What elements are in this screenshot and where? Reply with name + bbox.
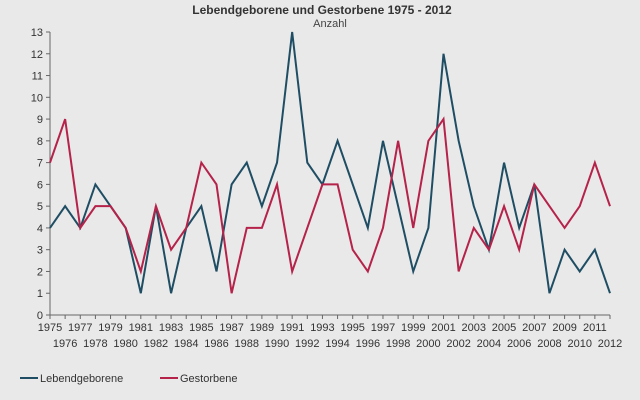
x-tick-label: 1989: [250, 322, 274, 334]
x-tick-label: 1984: [174, 338, 198, 350]
chart-title: Lebendgeborene und Gestorbene 1975 - 201…: [192, 3, 452, 17]
y-tick-label: 1: [37, 288, 43, 300]
series-line-gestorbene: [49, 116, 611, 294]
x-tick-label: 2003: [462, 322, 486, 334]
y-tick-label: 8: [37, 136, 43, 148]
x-tick-label: 2007: [522, 322, 546, 334]
x-tick-label: 1999: [401, 322, 425, 334]
x-tick-label: 1994: [325, 338, 349, 350]
x-tick-label: 1975: [38, 322, 62, 334]
x-tick-label: 1978: [83, 338, 107, 350]
x-tick-label: 1985: [189, 322, 213, 334]
x-tick-label: 2008: [537, 338, 561, 350]
x-tick-label: 2000: [416, 338, 440, 350]
x-tick-label: 1981: [129, 322, 153, 334]
axes: [49, 32, 610, 316]
x-tick-label: 1988: [235, 338, 259, 350]
x-tick-label: 2001: [431, 322, 455, 334]
y-tick-label: 2: [37, 266, 43, 278]
y-tick-label: 7: [37, 158, 43, 170]
x-tick-label: 2010: [567, 338, 591, 350]
y-tick-label: 9: [37, 114, 43, 126]
x-tick-label: 1979: [98, 322, 122, 334]
legend-label-gestorbene: Gestorbene: [180, 373, 237, 385]
x-tick-label: 1976: [53, 338, 77, 350]
x-tick-label: 1997: [371, 322, 395, 334]
x-tick-label: 2012: [598, 338, 622, 350]
series-line-lebendgeborene: [49, 31, 611, 294]
legend: Lebendgeborene Gestorbene: [20, 373, 237, 385]
chart-subtitle: Anzahl: [313, 18, 347, 30]
x-tick-label: 2009: [552, 322, 576, 334]
x-tick-label: 2005: [492, 322, 516, 334]
x-tick-label: 1998: [386, 338, 410, 350]
x-tick-label: 1982: [144, 338, 168, 350]
y-tick-label: 6: [37, 179, 43, 191]
x-tick-label: 1995: [340, 322, 364, 334]
x-tick-label: 1980: [113, 338, 137, 350]
y-tick-label: 13: [31, 27, 43, 39]
y-tick-label: 4: [37, 223, 43, 235]
x-axis-ticks: 1975 1976 1977 1978 1979 1980 1981 1982 1983 1984…: [38, 315, 622, 350]
x-tick-label: 2002: [446, 338, 470, 350]
x-tick-label: 1993: [310, 322, 334, 334]
x-tick-label: 2004: [477, 338, 501, 350]
x-tick-label: 2006: [507, 338, 531, 350]
x-tick-label: 1977: [68, 322, 92, 334]
x-tick-label: 1991: [280, 322, 304, 334]
y-tick-label: 3: [37, 245, 43, 257]
series-lines: [49, 31, 611, 294]
x-tick-label: 1996: [356, 338, 380, 350]
legend-label-lebendgeborene: Lebendgeborene: [40, 373, 123, 385]
y-tick-label: 10: [31, 92, 43, 104]
y-tick-label: 0: [37, 310, 43, 322]
x-tick-label: 1992: [295, 338, 319, 350]
x-tick-label: 1987: [219, 322, 243, 334]
x-tick-label: 1986: [204, 338, 228, 350]
x-tick-label: 1990: [265, 338, 289, 350]
y-tick-label: 12: [31, 49, 43, 61]
y-tick-label: 5: [37, 201, 43, 213]
x-tick-label: 1983: [159, 322, 183, 334]
y-tick-label: 11: [32, 71, 43, 83]
x-tick-label: 2011: [583, 322, 607, 334]
